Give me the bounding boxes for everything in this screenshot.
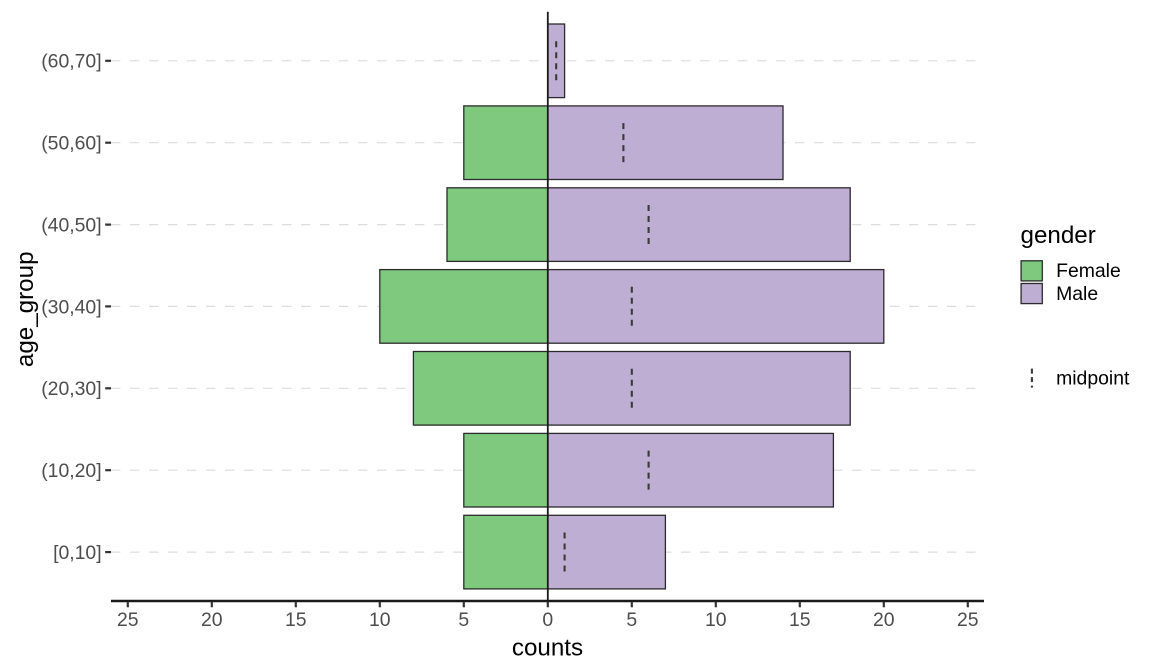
svg-text:20: 20 bbox=[873, 609, 895, 631]
svg-text:5: 5 bbox=[458, 609, 469, 631]
svg-text:10: 10 bbox=[369, 609, 391, 631]
svg-text:(60,70]: (60,70] bbox=[41, 51, 101, 73]
svg-text:counts: counts bbox=[512, 635, 583, 662]
svg-text:0: 0 bbox=[542, 609, 553, 631]
svg-text:25: 25 bbox=[117, 609, 139, 631]
svg-text:Female: Female bbox=[1056, 260, 1121, 282]
svg-text:gender: gender bbox=[1021, 222, 1096, 249]
svg-text:(30,40]: (30,40] bbox=[41, 296, 101, 318]
svg-text:(10,20]: (10,20] bbox=[41, 460, 101, 482]
svg-text:25: 25 bbox=[957, 609, 979, 631]
svg-text:15: 15 bbox=[789, 609, 811, 631]
svg-text:15: 15 bbox=[285, 609, 307, 631]
svg-text:midpoint: midpoint bbox=[1056, 368, 1130, 390]
svg-text:5: 5 bbox=[626, 609, 637, 631]
svg-text:(40,50]: (40,50] bbox=[41, 215, 101, 237]
svg-text:(20,30]: (20,30] bbox=[41, 378, 101, 400]
svg-text:age_group: age_group bbox=[12, 251, 39, 367]
svg-text:10: 10 bbox=[705, 609, 727, 631]
svg-text:[0,10]: [0,10] bbox=[53, 542, 102, 564]
svg-text:(50,60]: (50,60] bbox=[41, 133, 101, 155]
svg-text:20: 20 bbox=[201, 609, 223, 631]
svg-text:Male: Male bbox=[1056, 283, 1098, 305]
